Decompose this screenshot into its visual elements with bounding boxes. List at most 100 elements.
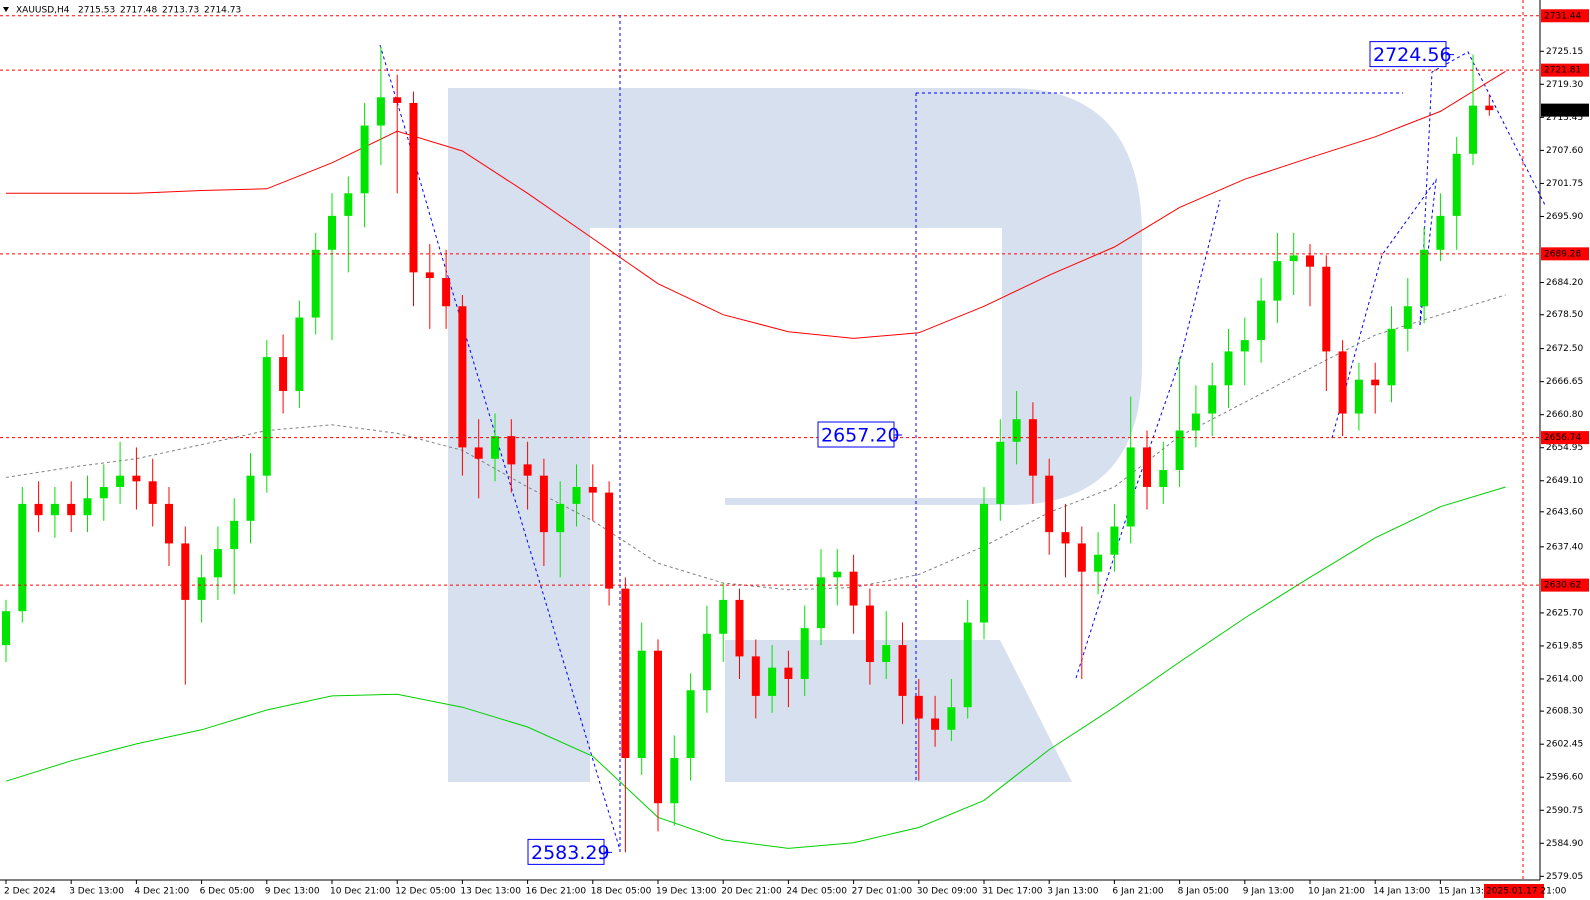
moving-average (5, 294, 1506, 591)
x-tick-label: 2 Dec 2024 (4, 887, 56, 897)
candle-body (474, 447, 483, 459)
candle-body (1061, 532, 1070, 544)
candle-body (328, 215, 336, 250)
candle-body (768, 667, 777, 696)
candle-body (621, 588, 630, 759)
current-price-box (1541, 103, 1589, 117)
x-tick-label: 18 Dec 05:00 (591, 887, 652, 897)
x-tick-label: 10 Jan 21:00 (1308, 887, 1365, 897)
header-arrow (3, 7, 9, 12)
x-tick-label: 20 Dec 21:00 (721, 887, 782, 897)
current-price-label: 2714.73 (1544, 106, 1581, 116)
candle-body (1485, 105, 1494, 111)
candle-body (67, 503, 76, 516)
y-tick-label: 2719.30 (1546, 80, 1583, 90)
candle-body (393, 97, 402, 103)
moving-average (6, 70, 1506, 339)
header-price: 2717.48 (120, 6, 157, 16)
x-tick-label: 15 Jan 13:00 (1438, 887, 1495, 897)
candle-body (344, 193, 353, 216)
candle-body (1338, 351, 1347, 414)
x-tick-label: 27 Dec 01:00 (852, 887, 913, 897)
y-tick-label: 2596.60 (1546, 773, 1583, 783)
x-tick-label: 30 Dec 09:00 (917, 887, 978, 897)
level-label: 2630.62 (1544, 581, 1581, 591)
x-tick-label: 10 Dec 21:00 (330, 887, 391, 897)
y-tick-label: 2660.80 (1546, 410, 1583, 420)
y-tick-label: 2684.20 (1546, 278, 1583, 288)
candle-body (1273, 261, 1282, 301)
annotation-label: 2657.20 (821, 425, 900, 447)
candle-body (1224, 351, 1233, 386)
y-tick-label: 2584.90 (1546, 839, 1583, 849)
candle-body (605, 492, 614, 589)
candle-body (507, 436, 516, 465)
y-tick-label: 2725.15 (1546, 47, 1583, 57)
candle-body (1208, 385, 1217, 414)
candle-body (963, 622, 972, 708)
level-label-box (1541, 63, 1589, 77)
candle-body (246, 475, 255, 521)
candle-body (425, 272, 434, 279)
candle-body (784, 667, 793, 679)
candle-body (1012, 419, 1021, 442)
level-label-box (1541, 247, 1589, 261)
y-tick-label: 2579.05 (1546, 872, 1583, 882)
y-tick-label: 2608.30 (1546, 707, 1583, 717)
header-price: 2714.73 (204, 6, 241, 16)
watermark (448, 88, 1142, 782)
candle-body (1094, 554, 1103, 572)
candle-body (279, 357, 288, 391)
y-tick-label: 2643.60 (1546, 507, 1583, 517)
x-tick-label: 3 Dec 13:00 (69, 887, 124, 897)
candle-body (50, 503, 59, 516)
y-tick-label: 2637.40 (1546, 542, 1583, 552)
candle-body (654, 650, 662, 804)
x-tick-label: 8 Jan 05:00 (1178, 887, 1230, 897)
candle-body (1403, 306, 1412, 329)
wave-line (1075, 199, 1221, 679)
candle-body (914, 695, 923, 719)
y-tick-label: 2590.75 (1546, 806, 1583, 816)
annotation-box (817, 421, 895, 448)
candle-body (1028, 419, 1037, 476)
x-tick-label: 16 Dec 21:00 (526, 887, 587, 897)
candle-body (556, 503, 565, 533)
y-tick-label: 2649.10 (1546, 476, 1583, 486)
moving-average (5, 486, 1506, 849)
candle-body (898, 645, 907, 696)
candle-body (1110, 526, 1119, 555)
candle-body (686, 690, 695, 759)
x-tick-label: 9 Dec 13:00 (265, 887, 320, 897)
candle-body (1452, 153, 1461, 216)
candle-body (670, 758, 679, 804)
annotation-label: 2583.29 (531, 842, 610, 864)
candle-body (1240, 340, 1249, 352)
candle-body (1175, 430, 1184, 471)
level-label-box (1541, 9, 1589, 23)
candle-body (751, 656, 760, 696)
candle-body (1436, 215, 1445, 250)
time-marker-box (1484, 884, 1544, 898)
candle-body (735, 599, 744, 657)
candle-body (116, 475, 125, 487)
watermark-bowl (590, 88, 1142, 505)
candle-body (523, 464, 532, 476)
level-label-box (1541, 578, 1589, 592)
candle-body (980, 503, 988, 623)
candle-body (458, 306, 467, 448)
candle-body (197, 577, 206, 600)
x-tick-label: 4 Dec 21:00 (134, 887, 189, 897)
candle-body (213, 549, 222, 578)
candle-body (637, 650, 646, 759)
y-tick-label: 2625.70 (1546, 608, 1583, 618)
x-tick-label: 13 Dec 13:00 (460, 887, 521, 897)
level-label: 2731.44 (1544, 11, 1581, 21)
x-tick-label: 14 Jan 13:00 (1373, 887, 1430, 897)
candle-body (181, 543, 190, 600)
y-tick-label: 2654.95 (1546, 443, 1583, 453)
candle-body (800, 628, 809, 679)
candle-body (833, 571, 842, 578)
candle-body (1469, 105, 1477, 154)
candle-body (1143, 447, 1151, 487)
